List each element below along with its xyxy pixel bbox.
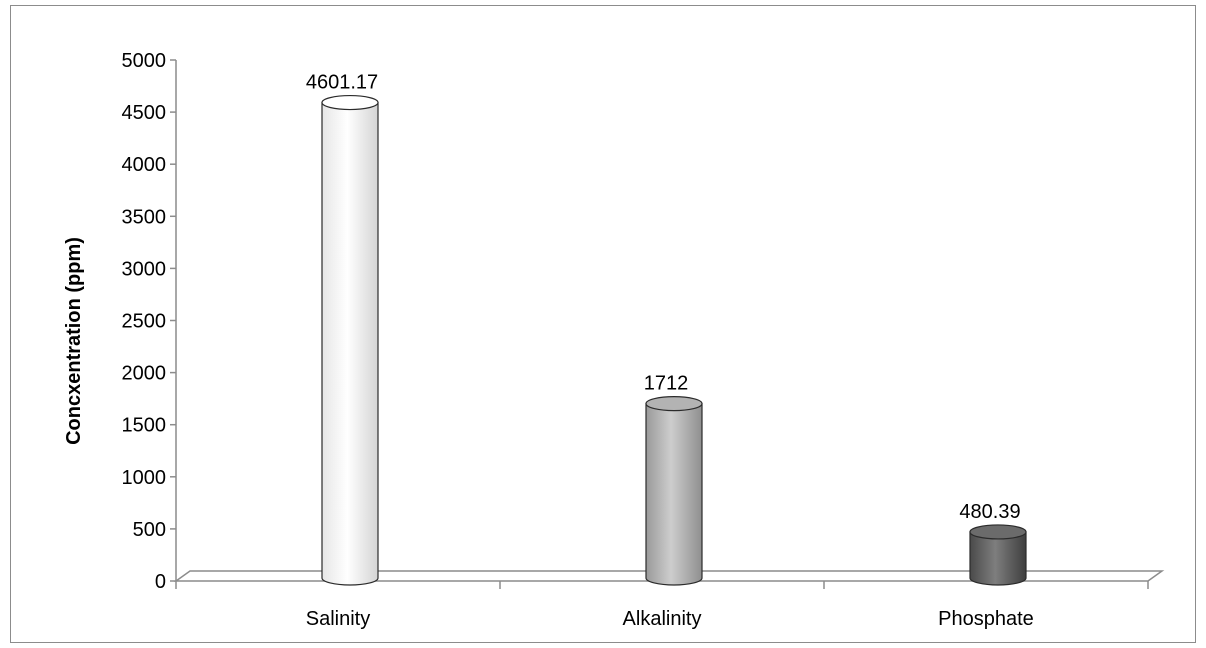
data-label: 480.39 <box>959 501 1020 523</box>
bar-phosphate <box>969 524 1027 586</box>
bar-top <box>645 396 703 412</box>
bar-top <box>321 94 379 111</box>
y-tick-label: 0 <box>155 571 166 593</box>
y-tick-label: 1500 <box>122 415 167 437</box>
y-tick-label: 3500 <box>122 206 167 228</box>
bar-body <box>969 531 1027 586</box>
y-axis-title: Concxentration (ppm) <box>63 237 85 445</box>
bar-top <box>969 524 1027 540</box>
bar-alkalinity <box>645 396 703 586</box>
x-category-label: Phosphate <box>938 608 1034 630</box>
y-tick-label: 2000 <box>122 363 167 385</box>
y-tick-label: 5000 <box>122 50 167 72</box>
bar-salinity <box>321 94 379 586</box>
y-tick-label: 3000 <box>122 258 167 280</box>
bar-body <box>321 101 379 586</box>
y-tick-label: 500 <box>133 519 166 541</box>
y-tick-label: 4500 <box>122 102 167 124</box>
y-tick-label: 4000 <box>122 154 167 176</box>
bar-body <box>645 403 703 586</box>
data-label: 4601.17 <box>306 72 378 94</box>
y-tick-label: 1000 <box>122 467 167 489</box>
x-category-label: Salinity <box>306 608 370 630</box>
x-category-label: Alkalinity <box>623 608 702 630</box>
y-tick-label: 2500 <box>122 311 167 333</box>
data-label: 1712 <box>644 373 689 395</box>
